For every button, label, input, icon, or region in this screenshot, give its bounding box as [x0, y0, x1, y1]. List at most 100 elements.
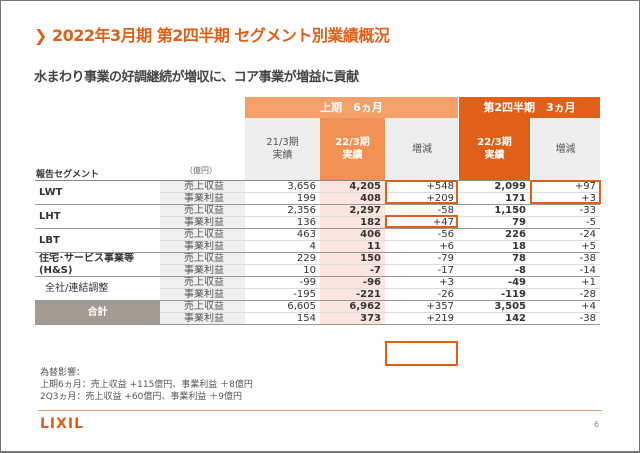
highlight-box — [385, 341, 458, 366]
row-item: 事業利益 — [160, 264, 245, 277]
fx-notes: 為替影響： 上期6ヵ月：売上収益 +115億円、事業利益 ＋8億円 2Q3ヵ月：… — [40, 367, 253, 403]
diff-value: +548 — [385, 180, 458, 193]
q2-diff-value: +5 — [530, 240, 600, 253]
fy22-value: 408 — [320, 192, 385, 205]
fy21-value: 154 — [245, 312, 320, 325]
fy21-value: 10 — [245, 264, 320, 277]
fy22-value: 6,962 — [320, 300, 385, 313]
lixil-logo: LIXIL — [40, 416, 85, 432]
diff-value: -56 — [385, 228, 458, 241]
col-fy21-header: 21/3期 実績 — [245, 118, 320, 180]
segment-header: 報告セグメント — [36, 170, 100, 180]
table-row: 事業利益 4 11 +6 18 +5 — [35, 240, 600, 253]
fy21-value: 2,356 — [245, 204, 320, 217]
q2-diff-value: -5 — [530, 216, 600, 229]
row-item: 売上収益 — [160, 276, 245, 289]
q2-band: 第2四半期 3ヵ月 — [459, 97, 600, 118]
slide-subtitle: 水まわり事業の好調継続が増収に、コア事業が増益に貢献 — [34, 70, 359, 85]
unit-label: （億円） — [185, 166, 217, 175]
q2-diff-value: -38 — [530, 252, 600, 265]
fy21-value: 3,656 — [245, 180, 320, 193]
q2-diff-value: -24 — [530, 228, 600, 241]
diff-value: -26 — [385, 288, 458, 301]
table-row: LHT 売上収益 2,356 2,297 -58 1,150 -33 — [35, 204, 600, 229]
q2-value: 18 — [458, 240, 530, 253]
segment-name: (H&S) — [35, 264, 160, 277]
q2-diff-value: +3 — [530, 192, 600, 205]
segment-table: LWT 売上収益 3,656 4,205 +548 2,099 +97 事業利益 199 408 +… — [35, 180, 600, 325]
table-row: 事業利益 136 182 +47 79 -5 — [35, 216, 600, 229]
note-line: 上期6ヵ月：売上収益 +115億円、事業利益 ＋8億円 — [40, 380, 253, 390]
highlight-box — [385, 215, 458, 228]
col-fy22-header: 22/3期 実績 — [320, 118, 385, 180]
table-row: LWT 売上収益 3,656 4,205 +548 2,099 +97 — [35, 180, 600, 205]
fy21-value: 4 — [245, 240, 320, 253]
q2-diff-value: -14 — [530, 264, 600, 277]
row-item: 売上収益 — [160, 252, 245, 265]
segment-name: LHT — [35, 204, 160, 229]
note-line: 2Q3ヵ月：売上収益 +60億円、事業利益 ＋9億円 — [40, 392, 242, 402]
fy22-value: 182 — [320, 216, 385, 229]
fy21-value: 199 — [245, 192, 320, 205]
row-item: 事業利益 — [160, 240, 245, 253]
q2-value: 79 — [458, 216, 530, 229]
table-row: 全社/連結調整 売上収益 -99 -96 +3 -49 +1 — [35, 276, 600, 301]
fy22-value: 373 — [320, 312, 385, 325]
highlight-box — [385, 180, 458, 204]
q2-diff-value: +97 — [530, 180, 600, 193]
fy22-value: 406 — [320, 228, 385, 241]
table-row: 合計 売上収益 6,605 6,962 +357 3,505 +4 — [35, 300, 600, 325]
q2-diff-value: -33 — [530, 204, 600, 217]
table-row: LBT 売上収益 463 406 -56 226 -24 — [35, 228, 600, 253]
fy21-value: 6,605 — [245, 300, 320, 313]
row-item: 売上収益 — [160, 180, 245, 193]
segment-name: LWT — [35, 180, 160, 205]
q2-value: -119 — [458, 288, 530, 301]
note-line: 為替影響： — [40, 368, 86, 378]
q2-diff-value: -28 — [530, 288, 600, 301]
fy22-value: 11 — [320, 240, 385, 253]
table-row: 住宅･サービス事業等 売上収益 229 150 -79 78 -38 — [35, 252, 600, 265]
row-item: 事業利益 — [160, 288, 245, 301]
fy21-value: 463 — [245, 228, 320, 241]
fy22-value: 4,205 — [320, 180, 385, 193]
diff-value: +6 — [385, 240, 458, 253]
row-item: 売上収益 — [160, 228, 245, 241]
row-item: 事業利益 — [160, 312, 245, 325]
q2-diff-value: +1 — [530, 276, 600, 289]
q2-value: 142 — [458, 312, 530, 325]
q2-value: 171 — [458, 192, 530, 205]
q2-diff-value: -38 — [530, 312, 600, 325]
fy22-value: -96 — [320, 276, 385, 289]
table-row: 事業利益 199 408 +209 171 +3 — [35, 192, 600, 205]
segment-name: 合計 — [35, 300, 160, 325]
col-q2-fy22-header: 22/3期 実績 — [459, 118, 530, 180]
table-row: (H&S) 事業利益 10 -7 -17 -8 -14 — [35, 264, 600, 277]
fy22-value: -221 — [320, 288, 385, 301]
q2-value: -49 — [458, 276, 530, 289]
diff-value: +357 — [385, 300, 458, 313]
col-q2-diff-header: 増減 — [531, 118, 600, 180]
fy21-value: 136 — [245, 216, 320, 229]
segment-name: 全社/連結調整 — [35, 276, 160, 301]
h1-band: 上期 6ヵ月 — [245, 97, 458, 118]
row-item: 事業利益 — [160, 192, 245, 205]
fy22-value: -7 — [320, 264, 385, 277]
diff-value: -17 — [385, 264, 458, 277]
row-item: 売上収益 — [160, 300, 245, 313]
diff-value: +3 — [385, 276, 458, 289]
q2-value: 226 — [458, 228, 530, 241]
table-row: 事業利益 -195 -221 -26 -119 -28 — [35, 288, 600, 301]
fy22-value: 2,297 — [320, 204, 385, 217]
col-diff-header: 増減 — [386, 118, 458, 180]
table-row: 事業利益 154 373 +219 142 -38 — [35, 312, 600, 325]
row-item: 事業利益 — [160, 216, 245, 229]
segment-name: 住宅･サービス事業等 — [39, 253, 134, 265]
q2-diff-value: +4 — [530, 300, 600, 313]
q2-value: 78 — [458, 252, 530, 265]
diff-value: +219 — [385, 312, 458, 325]
footer-divider — [38, 410, 602, 411]
segment-name: LBT — [35, 228, 160, 253]
fy21-value: -99 — [245, 276, 320, 289]
q2-value: -8 — [458, 264, 530, 277]
